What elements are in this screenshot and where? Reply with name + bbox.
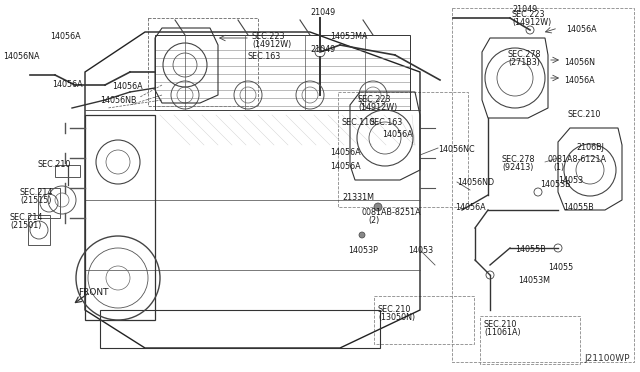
Text: 14056A: 14056A: [112, 82, 143, 91]
Text: (92413): (92413): [502, 163, 533, 172]
Text: 14053MA: 14053MA: [330, 32, 367, 41]
Text: (21501): (21501): [10, 221, 42, 230]
Text: SEC.278: SEC.278: [502, 155, 536, 164]
Circle shape: [374, 203, 382, 211]
Text: (11061A): (11061A): [484, 328, 520, 337]
Text: 14056NB: 14056NB: [100, 96, 136, 105]
Circle shape: [359, 232, 365, 238]
Text: 14053M: 14053M: [518, 276, 550, 285]
Text: 2106BJ: 2106BJ: [576, 143, 604, 152]
Text: SEC.210: SEC.210: [484, 320, 517, 329]
Text: 21049: 21049: [512, 5, 537, 14]
Text: 14055: 14055: [548, 263, 573, 272]
Text: SEC.210: SEC.210: [378, 305, 412, 314]
Text: (13050N): (13050N): [378, 313, 415, 322]
Text: 14055B: 14055B: [515, 245, 546, 254]
Text: SEC.210: SEC.210: [568, 110, 602, 119]
Text: (1): (1): [553, 163, 564, 172]
Text: SEC.223: SEC.223: [358, 95, 392, 104]
Text: 14056A: 14056A: [330, 148, 360, 157]
Text: (14912W): (14912W): [252, 40, 291, 49]
Text: 14056A: 14056A: [382, 130, 413, 139]
Bar: [38, 188, 60, 218]
Text: 14053B: 14053B: [540, 180, 571, 189]
Text: SEC.223: SEC.223: [512, 10, 545, 19]
Text: 14056A: 14056A: [330, 162, 360, 171]
Text: 0081AB-8251A: 0081AB-8251A: [362, 208, 422, 217]
Text: 14056NA: 14056NA: [3, 52, 40, 61]
Bar: [480, 316, 580, 364]
Text: SEC.110: SEC.110: [342, 118, 375, 127]
Text: 14053: 14053: [408, 246, 433, 255]
Text: 14056A: 14056A: [564, 76, 595, 85]
Text: 14056A: 14056A: [455, 203, 486, 212]
Bar: [148, 18, 258, 106]
Bar: [55, 165, 80, 177]
Text: (271B3): (271B3): [508, 58, 540, 67]
Text: 14053: 14053: [558, 176, 583, 185]
Text: SEC.278: SEC.278: [508, 50, 541, 59]
Text: 14056ND: 14056ND: [457, 178, 494, 187]
Text: (21515): (21515): [20, 196, 51, 205]
Text: 21331M: 21331M: [342, 193, 374, 202]
Text: 0081A8-6121A: 0081A8-6121A: [547, 155, 606, 164]
Text: (14912W): (14912W): [358, 103, 397, 112]
Text: SEC.223: SEC.223: [252, 32, 285, 41]
Text: 14056N: 14056N: [564, 58, 595, 67]
Text: 14056NC: 14056NC: [438, 145, 475, 154]
Text: 21049: 21049: [310, 8, 335, 17]
Text: 14055B: 14055B: [563, 203, 594, 212]
Bar: [338, 92, 468, 207]
Text: 21049: 21049: [310, 45, 335, 54]
Text: SEC.163: SEC.163: [248, 52, 281, 61]
Text: J21100WP: J21100WP: [584, 354, 630, 363]
Bar: [155, 35, 410, 110]
Text: SEC.163: SEC.163: [370, 118, 403, 127]
Text: 14056A: 14056A: [50, 32, 81, 41]
Text: FRONT: FRONT: [78, 288, 109, 297]
Text: 14056A: 14056A: [52, 80, 83, 89]
Bar: [28, 215, 50, 245]
Text: (2): (2): [368, 216, 380, 225]
Text: SEC.210: SEC.210: [38, 160, 72, 169]
Text: SEC.214: SEC.214: [20, 188, 53, 197]
Bar: [452, 8, 634, 362]
Text: 14053P: 14053P: [348, 246, 378, 255]
Text: 14056A: 14056A: [566, 25, 596, 34]
Bar: [374, 296, 474, 344]
Text: (14912W): (14912W): [512, 18, 551, 27]
Text: SEC.214: SEC.214: [10, 213, 44, 222]
